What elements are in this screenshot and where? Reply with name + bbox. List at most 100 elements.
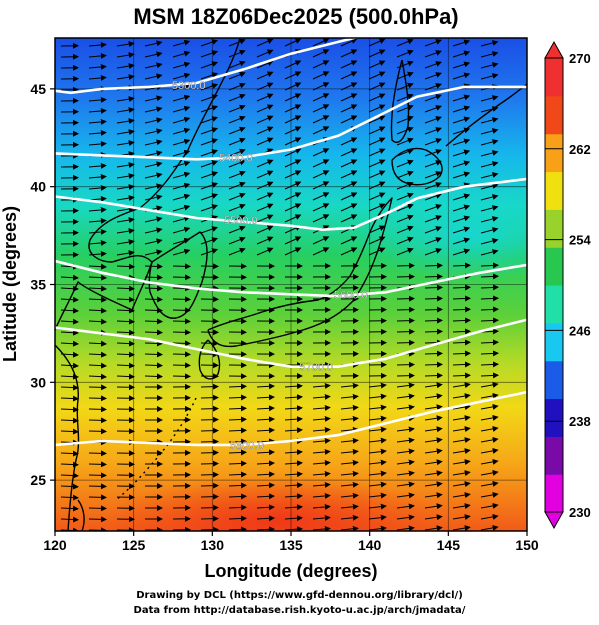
wind-vector	[452, 61, 471, 69]
wind-vector	[452, 306, 471, 313]
wind-vector	[228, 104, 246, 113]
wind-vector	[228, 482, 247, 489]
wind-vector	[256, 394, 275, 401]
wind-vector	[228, 126, 246, 135]
wind-vector	[424, 160, 442, 168]
colorbar: 230 238 246 254 262 270	[544, 40, 591, 530]
wind-vector	[312, 525, 331, 531]
wind-vector	[200, 39, 219, 47]
wind-vector	[424, 492, 443, 499]
wind-vector	[424, 273, 443, 280]
wind-vector	[312, 71, 330, 80]
wind-vector	[200, 471, 219, 478]
wind-vector	[200, 116, 219, 124]
wind-vector	[312, 459, 331, 466]
wind-vector	[424, 39, 442, 47]
wind-vector	[200, 449, 219, 456]
wind-vector	[284, 416, 303, 423]
wind-vector	[312, 404, 331, 411]
wind-vector	[424, 393, 443, 400]
wind-vector	[172, 329, 191, 336]
wind-vector	[228, 170, 246, 179]
wind-vector	[88, 362, 107, 369]
wind-vector	[368, 38, 386, 47]
wind-vector	[228, 38, 246, 47]
wind-vector	[396, 459, 415, 466]
wind-vector	[368, 437, 387, 444]
x-tick-label: 145	[437, 537, 461, 553]
wind-vector	[480, 403, 499, 410]
y-tick-label: 35	[30, 277, 46, 293]
wind-vector	[480, 161, 499, 168]
wind-vector	[368, 404, 387, 411]
wind-vector	[480, 491, 499, 498]
wind-vector	[256, 214, 274, 223]
wind-vector	[60, 483, 79, 490]
wind-vector	[368, 170, 386, 179]
wind-vector	[452, 237, 471, 245]
wind-vector	[368, 514, 387, 521]
wind-vector	[424, 105, 442, 113]
wind-vector	[452, 226, 471, 234]
wind-vector	[88, 228, 107, 235]
wind-vector	[284, 82, 302, 91]
wind-vector	[256, 405, 275, 412]
colorbar-tick-label: 246	[569, 323, 591, 338]
wind-vector	[452, 372, 471, 379]
wind-vector	[284, 504, 303, 511]
wind-vector	[116, 173, 135, 180]
wind-vector	[368, 481, 387, 488]
wind-vector	[116, 107, 135, 114]
wind-vector	[312, 126, 330, 135]
wind-vector	[284, 405, 303, 412]
wind-vector	[396, 404, 415, 411]
wind-vector	[424, 262, 443, 269]
wind-vector	[452, 382, 471, 389]
wind-vector	[228, 181, 246, 190]
wind-vector	[200, 515, 219, 522]
wind-vector	[284, 192, 302, 201]
wind-vector	[144, 362, 163, 369]
wind-vector	[480, 524, 499, 531]
contour-line	[55, 390, 527, 447]
coastline-taiwan	[77, 499, 85, 531]
x-axis: 120 125 130 135 140 145 150	[43, 531, 539, 553]
wind-vector	[424, 448, 443, 455]
wind-vector	[368, 459, 387, 466]
wind-vector	[452, 248, 471, 256]
wind-vector	[452, 404, 471, 411]
wind-vector	[452, 50, 471, 58]
wind-vector	[396, 126, 414, 135]
wind-vector	[396, 361, 415, 368]
contour-label: 5600.0	[334, 289, 368, 301]
x-axis-label: Longitude (degrees)	[204, 561, 377, 581]
wind-vector	[396, 514, 415, 521]
wind-vector	[116, 129, 135, 136]
wind-vector	[312, 382, 331, 389]
wind-vector	[60, 472, 79, 479]
wind-vector	[396, 492, 415, 499]
wind-vector	[312, 470, 331, 477]
wind-vector	[144, 227, 163, 234]
colorbar-segment	[545, 171, 563, 210]
wind-vector	[480, 216, 499, 223]
wind-vector	[172, 182, 191, 190]
wind-vector	[340, 514, 359, 521]
wind-vector	[88, 285, 107, 292]
wind-vector	[340, 115, 358, 124]
wind-vector	[116, 162, 135, 169]
y-tick-label: 45	[30, 81, 46, 97]
wind-vector	[424, 171, 442, 179]
wind-vector	[396, 247, 414, 256]
wind-vector	[172, 50, 191, 58]
wind-vector	[396, 470, 415, 477]
wind-vector	[396, 93, 414, 102]
wind-vector	[200, 160, 219, 168]
wind-vector	[396, 203, 414, 212]
wind-vector	[340, 137, 358, 146]
wind-vector	[368, 49, 386, 58]
wind-vector	[424, 404, 443, 411]
wind-vector	[312, 448, 331, 455]
wind-vector	[312, 148, 330, 157]
wind-vector	[200, 493, 219, 500]
